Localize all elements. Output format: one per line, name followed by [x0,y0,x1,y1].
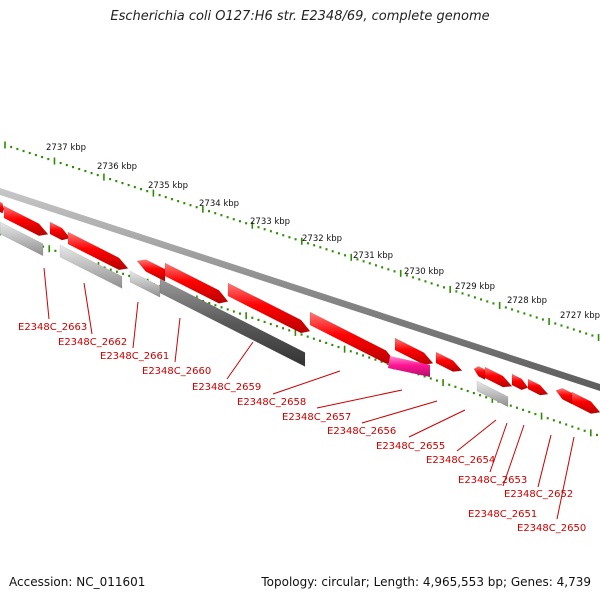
label-leader-lines [43,267,575,520]
label-leader-line [361,400,438,424]
gene-arrow [136,259,166,282]
outer-scale-ticks [4,141,600,342]
label-leader-line [226,341,254,380]
scale-label: 2728 kbp [507,296,547,306]
gene-arrow [473,365,486,380]
gene-label[interactable]: E2348C_2651 [468,509,537,520]
label-leader-line [408,409,466,438]
label-leader-line [43,267,50,320]
label-leader-line [502,424,525,487]
label-leader-line [556,436,575,520]
gene-label[interactable]: E2348C_2661 [100,351,169,362]
feature-dark [159,278,306,367]
gene-arrow [49,221,71,241]
label-leader-line [456,419,497,452]
scale-label: 2730 kbp [404,267,444,277]
gene-label[interactable]: E2348C_2650 [517,523,586,534]
gene-label[interactable]: E2348C_2659 [192,382,261,393]
label-leader-line [316,389,403,409]
backbone-band [0,188,600,391]
gene-label[interactable]: E2348C_2653 [458,475,527,486]
gene-labels: E2348C_2663 E2348C_2662 E2348C_2661 E2348C_… [18,322,586,534]
gene-arrow [484,366,513,388]
gene-label[interactable]: E2348C_2654 [426,455,495,466]
gene-arrow [3,205,49,237]
gene-arrow [67,231,129,271]
label-leader-line [174,317,181,363]
gene-arrow [394,337,434,365]
label-leader-line [272,370,341,395]
accession-text: Accession: NC_011601 [9,575,146,589]
gene-label[interactable]: E2348C_2662 [58,337,127,348]
gene-arrow [571,391,600,414]
scale-label: 2734 kbp [199,199,239,209]
label-leader-line [132,301,139,349]
gene-arrow [0,201,5,214]
label-leader-line [489,422,508,473]
gene-label[interactable]: E2348C_2657 [282,412,351,423]
gene-arrow [435,351,463,372]
gene-label[interactable]: E2348C_2660 [142,366,211,377]
label-leader-line [537,434,552,488]
feature-track [0,201,600,414]
gene-label[interactable]: E2348C_2663 [18,322,87,333]
scale-label: 2733 kbp [250,217,290,227]
gene-label[interactable]: E2348C_2656 [327,426,396,437]
scale-label: 2735 kbp [148,181,188,191]
scale-label: 2731 kbp [353,251,393,261]
gene-label[interactable]: E2348C_2652 [504,489,573,500]
scale-labels: 2737 kbp 2736 kbp 2735 kbp 2734 kbp 2733 kbp… [46,143,600,321]
scale-label: 2736 kbp [97,162,137,172]
gene-label[interactable]: E2348C_2655 [376,441,445,452]
gene-label[interactable]: E2348C_2658 [237,397,306,408]
scale-label: 2729 kbp [455,282,495,292]
scale-label: 2737 kbp [46,143,86,153]
gene-arrow [555,387,573,405]
scale-label: 2727 kbp [560,311,600,321]
feature-light [0,221,44,257]
label-leader-line [83,282,93,335]
scale-label: 2732 kbp [302,234,342,244]
feature-light [129,270,161,298]
gene-arrow [227,282,311,334]
genome-summary-text: Topology: circular; Length: 4,965,553 bp… [261,575,591,589]
feature-light [59,244,123,289]
genome-backbone [0,188,600,391]
gene-arrow [511,373,529,391]
gene-highlight [388,356,430,377]
feature-light [476,380,509,408]
gene-arrow [527,378,549,396]
map-title: Escherichia coli O127:H6 str. E2348/69, … [110,9,490,24]
gene-arrow [164,262,229,304]
